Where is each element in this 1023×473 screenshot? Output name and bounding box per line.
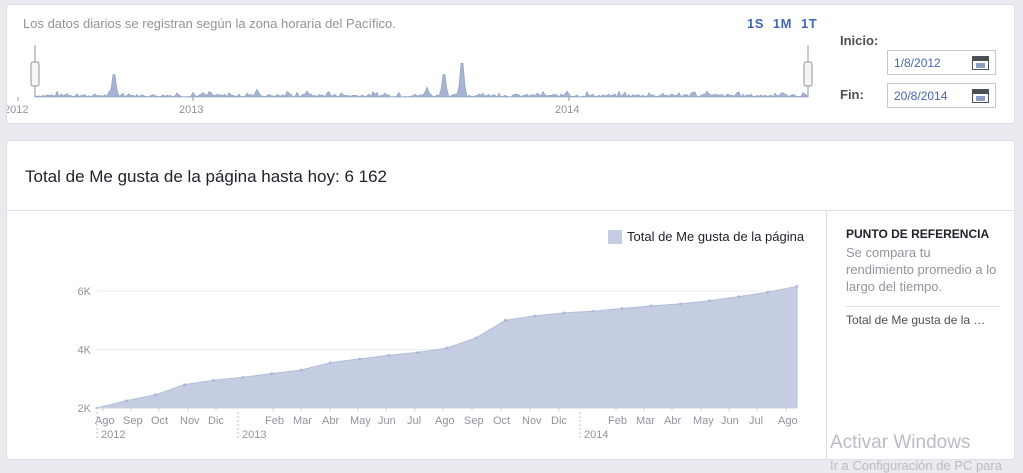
- data-point: [795, 284, 799, 288]
- x-tick-label: Dic: [551, 415, 567, 427]
- x-tick-label: Mar: [636, 415, 655, 427]
- year-label: 2012: [101, 429, 125, 441]
- range-end-handle[interactable]: [803, 45, 813, 97]
- timeline-year-label: 2012: [7, 104, 28, 116]
- range-buttons: 1S 1M 1T: [747, 16, 817, 31]
- range-1-month-button[interactable]: 1M: [772, 16, 792, 31]
- page-likes-chart: 2K 4K 6K Ago Sep Oct Nov Dic Feb Mar Abr May Jun Jul A…: [78, 284, 799, 441]
- y-tick-label: 4K: [78, 345, 92, 357]
- page-likes-card: Total de Me gusta de la página hasta hoy…: [6, 140, 1015, 460]
- start-date-field[interactable]: 1/8/2012: [887, 50, 996, 75]
- x-tick-label: Jun: [721, 415, 739, 427]
- data-point: [358, 357, 361, 361]
- data-point: [124, 399, 128, 403]
- calendar-icon[interactable]: [972, 56, 989, 70]
- timezone-note: Los datos diarios se registran según la …: [23, 16, 396, 31]
- data-point: [299, 368, 303, 372]
- calendar-icon[interactable]: [972, 89, 989, 103]
- y-tick-label: 6K: [78, 286, 92, 298]
- x-tick-label: Nov: [522, 415, 542, 427]
- legend-label: Total de Me gusta de la página: [627, 229, 805, 244]
- x-tick-label: Jul: [407, 415, 421, 427]
- start-date-value: 1/8/2012: [894, 56, 941, 70]
- windows-activation-hint: Ir a Configuración de PC para: [830, 458, 1002, 473]
- windows-activation-watermark: Activar Windows: [830, 432, 971, 453]
- end-date-field[interactable]: 20/8/2014: [887, 83, 996, 108]
- data-point: [649, 304, 653, 308]
- start-date-label: Inicio:: [840, 33, 879, 48]
- x-tick-label: Ago: [778, 415, 798, 427]
- range-1-quarter-button[interactable]: 1T: [800, 16, 818, 31]
- x-tick-label: Ago: [435, 415, 455, 427]
- card-header: Total de Me gusta de la página hasta hoy…: [7, 141, 1014, 211]
- benchmark-item[interactable]: Total de Me gusta de la …: [846, 313, 986, 327]
- x-tick-label: Dic: [208, 415, 224, 427]
- x-tick-label: Jul: [749, 415, 763, 427]
- data-point: [766, 290, 770, 294]
- data-point: [562, 311, 566, 315]
- x-tick-label: Oct: [151, 415, 168, 427]
- x-tick-label: Nov: [180, 415, 200, 427]
- data-point: [591, 309, 595, 313]
- data-point: [183, 383, 186, 387]
- data-point: [270, 372, 274, 375]
- divider: [846, 306, 1000, 307]
- handle-grip: [30, 61, 40, 87]
- data-point: [241, 375, 245, 379]
- benchmark-heading: PUNTO DE REFERENCIA: [846, 227, 990, 241]
- year-label: 2014: [584, 429, 608, 441]
- x-tick-label: May: [693, 415, 714, 427]
- x-tick-label: May: [350, 415, 371, 427]
- end-date-label: Fin:: [840, 87, 864, 102]
- x-tick-label: Feb: [265, 415, 284, 427]
- data-point: [503, 318, 507, 322]
- chart-legend[interactable]: Total de Me gusta de la página: [608, 229, 804, 244]
- x-tick-label: Abr: [322, 415, 339, 427]
- data-point: [620, 307, 624, 310]
- timeline-navigator[interactable]: 2012 2013 2014: [7, 5, 1016, 125]
- benchmark-description: Se compara tu rendimiento promedio a lo …: [846, 245, 997, 294]
- timeline-year-label: 2013: [179, 104, 203, 116]
- data-point: [387, 353, 391, 357]
- timeline-year-label: 2014: [555, 104, 579, 116]
- date-range-panel: 2012 2013 2014 Los datos diarios se regist…: [6, 4, 1015, 124]
- legend-swatch: [608, 229, 622, 244]
- x-tick-label: Ago: [95, 415, 115, 427]
- benchmark-panel: PUNTO DE REFERENCIA Se compara tu rendim…: [826, 210, 1015, 459]
- timeline-sparkline: [34, 63, 809, 98]
- data-point: [533, 314, 536, 318]
- data-point: [212, 378, 216, 382]
- x-tick-label: Jun: [378, 415, 396, 427]
- range-start-handle[interactable]: [30, 45, 40, 97]
- data-point: [416, 350, 420, 354]
- year-label: 2013: [242, 429, 266, 441]
- x-tick-label: Sep: [123, 415, 143, 427]
- data-point: [678, 302, 682, 306]
- handle-grip: [803, 61, 813, 87]
- x-tick-label: Oct: [493, 415, 510, 427]
- y-tick-label: 2K: [78, 403, 92, 415]
- x-tick-label: Feb: [608, 415, 627, 427]
- data-point: [474, 336, 478, 340]
- x-tick-label: Abr: [664, 415, 681, 427]
- data-point: [708, 299, 711, 303]
- range-1-week-button[interactable]: 1S: [747, 16, 764, 31]
- x-tick-label: Sep: [464, 415, 484, 427]
- page-likes-total-title: Total de Me gusta de la página hasta hoy…: [25, 167, 387, 186]
- data-point: [153, 393, 157, 397]
- data-point: [328, 361, 332, 365]
- data-point: [737, 295, 741, 299]
- x-tick-label: Mar: [293, 415, 312, 427]
- data-point: [445, 346, 449, 350]
- end-date-value: 20/8/2014: [894, 89, 948, 103]
